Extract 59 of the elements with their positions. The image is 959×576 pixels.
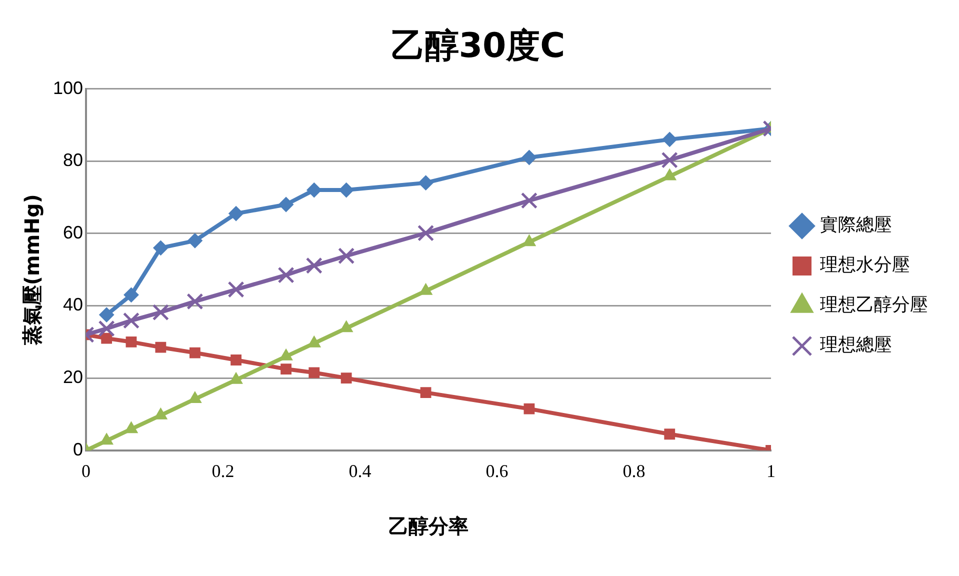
y-tick-label: 100	[52, 78, 84, 98]
point	[524, 403, 535, 414]
point	[662, 132, 678, 147]
point	[99, 307, 114, 322]
point	[122, 312, 140, 329]
point	[278, 197, 294, 212]
x-tick-label: 0.4	[348, 460, 372, 481]
point	[101, 332, 112, 344]
legend-label: 理想水分壓	[820, 254, 910, 276]
point	[420, 387, 432, 398]
point	[340, 372, 352, 384]
point	[153, 240, 168, 256]
point	[126, 336, 137, 348]
point	[308, 367, 320, 378]
x-axis-title: 乙醇分率	[388, 514, 469, 538]
point	[520, 192, 538, 209]
x-tick-label: 0.2	[212, 460, 234, 481]
point	[228, 281, 244, 298]
legend-label: 理想總壓	[820, 334, 892, 356]
point	[306, 257, 322, 274]
point	[188, 392, 202, 404]
point	[306, 182, 322, 198]
point	[417, 224, 434, 242]
point	[280, 364, 292, 374]
y-axis-title: 蒸氣壓(mmHg)	[20, 194, 44, 346]
point	[154, 408, 168, 420]
point	[338, 248, 355, 264]
y-tick-label: 80	[63, 150, 84, 170]
point	[229, 372, 243, 384]
point	[522, 150, 537, 166]
y-tick-label: 40	[63, 294, 84, 315]
legend-label: 理想乙醇分壓	[820, 294, 928, 316]
point	[124, 287, 139, 302]
point	[186, 293, 204, 310]
point	[418, 175, 434, 190]
point	[230, 354, 242, 366]
legend-label: 實際總壓	[820, 214, 892, 236]
point	[279, 348, 293, 360]
point	[124, 422, 138, 434]
y-tick-label: 60	[63, 222, 84, 242]
x-tick-label: 1	[766, 460, 776, 481]
point	[338, 182, 354, 198]
point	[98, 320, 115, 337]
point	[187, 233, 202, 248]
x-tick-label: 0.8	[622, 460, 646, 481]
point	[661, 152, 678, 168]
point	[308, 336, 321, 348]
chart-title: 乙醇30度C	[390, 26, 566, 66]
point	[278, 266, 294, 284]
point	[100, 433, 114, 445]
y-tick-label: 20	[63, 367, 84, 388]
point	[228, 206, 244, 222]
point	[155, 342, 166, 353]
point	[189, 347, 200, 358]
point	[664, 428, 676, 440]
x-tick-label: 0.6	[486, 460, 508, 481]
point	[340, 320, 353, 332]
point	[152, 304, 170, 321]
y-tick-label: 0	[73, 439, 84, 460]
